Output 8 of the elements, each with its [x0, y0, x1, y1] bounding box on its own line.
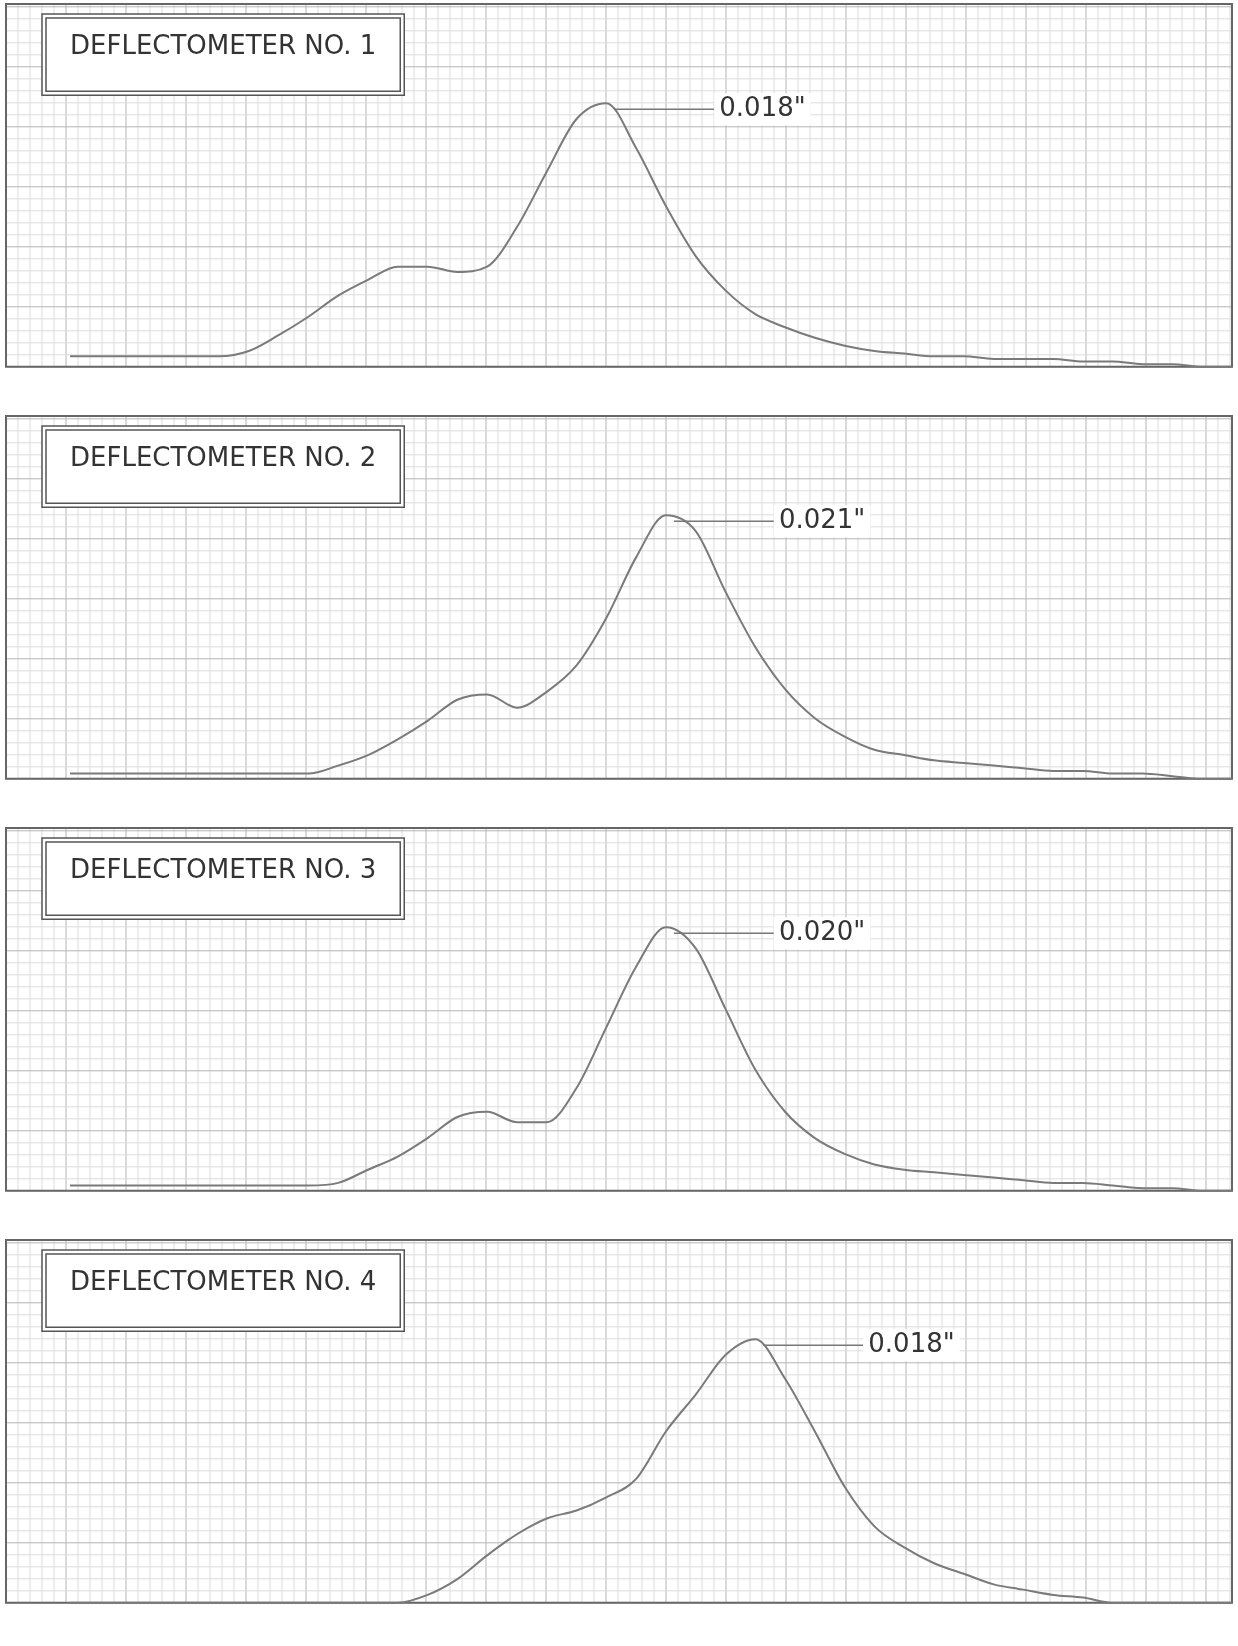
chart-title: DEFLECTOMETER NO. 1 [70, 30, 377, 61]
annotation: 0.020" [778, 915, 866, 946]
chart-title: DEFLECTOMETER NO. 3 [70, 854, 377, 885]
annotation: 0.018" [868, 1327, 955, 1358]
annotation: 0.018" [719, 91, 806, 122]
chart-title: DEFLECTOMETER NO. 4 [70, 1266, 377, 1297]
annotation: 0.021" [778, 503, 866, 534]
chart-title: DEFLECTOMETER NO. 2 [70, 442, 377, 473]
